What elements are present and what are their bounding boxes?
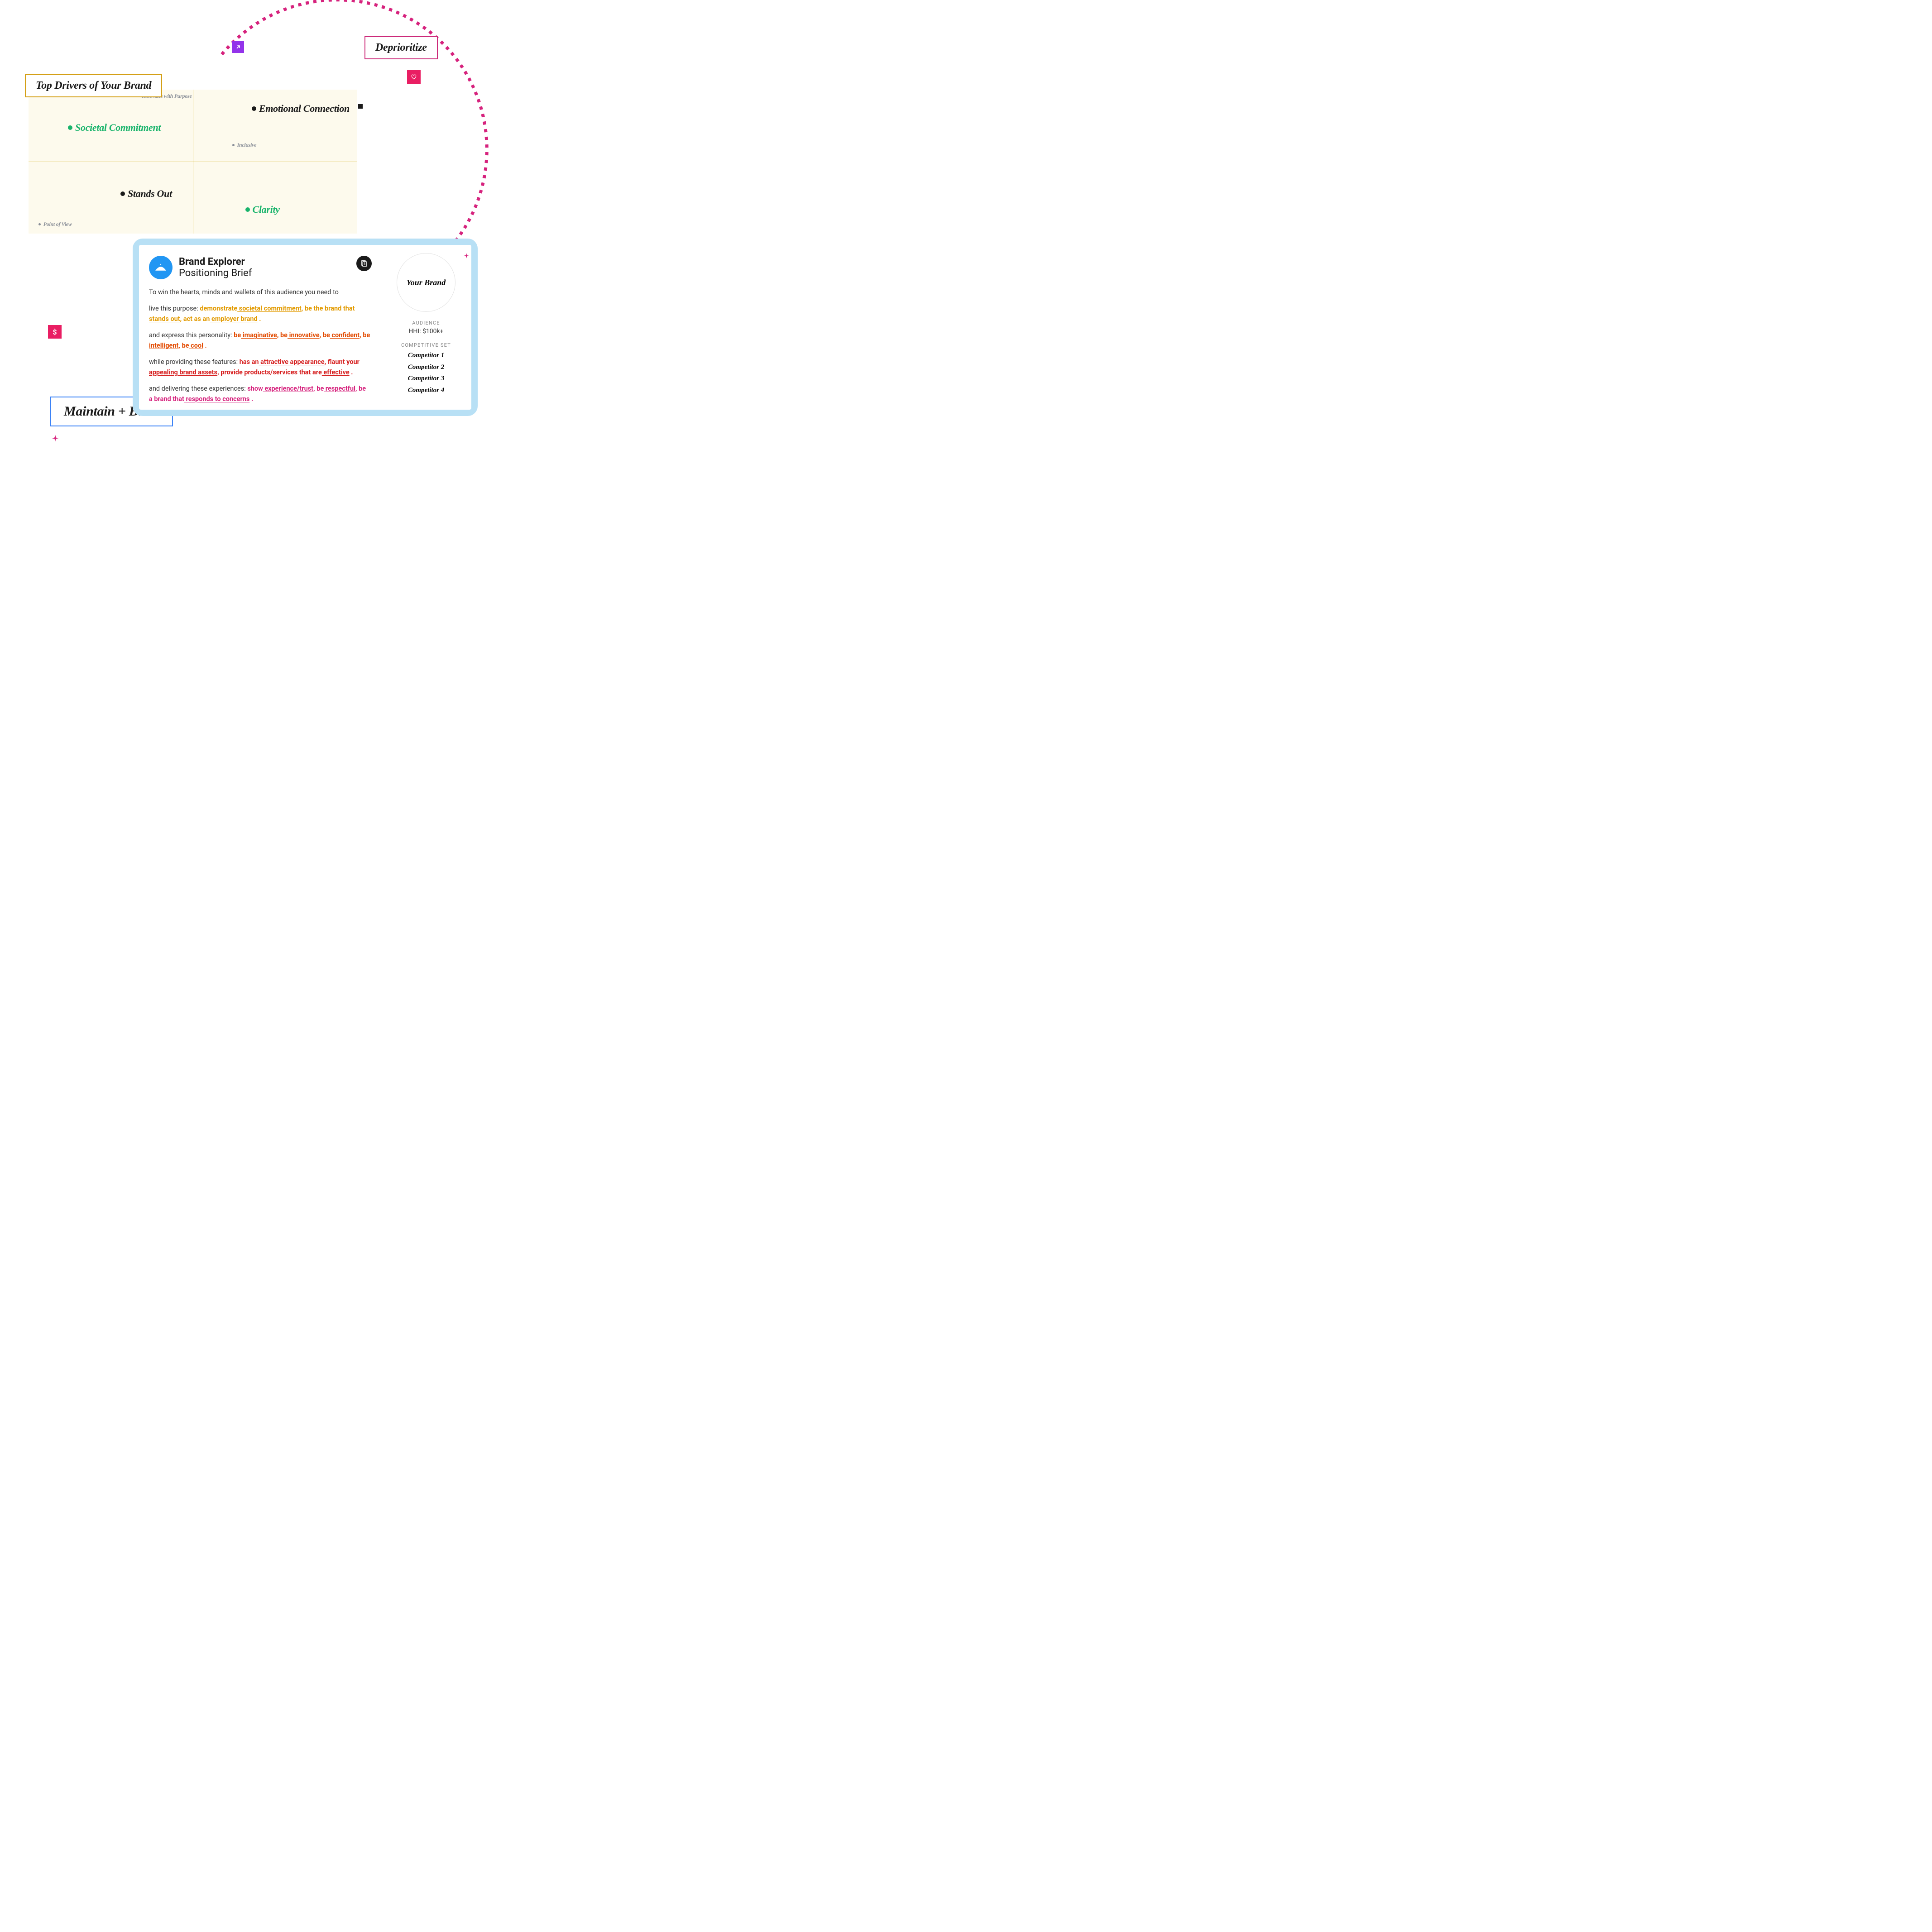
competitor-item: Competitor 3 xyxy=(387,373,465,385)
marker-square xyxy=(358,104,363,109)
dollar-icon: $ xyxy=(48,325,62,339)
brief-title: Brand Explorer Positioning Brief xyxy=(179,256,252,279)
point-dot xyxy=(245,207,250,212)
quadrant-point: Societal Commitment xyxy=(68,122,161,134)
audience-value: HHI: $100k+ xyxy=(387,328,465,335)
highlight-phrase: demonstrate societal commitment xyxy=(200,305,301,312)
brief-experiences: and delivering these experiences: show e… xyxy=(149,384,371,404)
brief-purpose: live this purpose: demonstrate societal … xyxy=(149,304,371,324)
brief-title-line2: Positioning Brief xyxy=(179,268,252,279)
highlight-phrase: show experience/trust xyxy=(247,385,313,392)
point-label: Clarity xyxy=(253,204,280,215)
brand-explorer-logo-icon xyxy=(149,256,173,279)
competitive-set-label: COMPETITIVE SET xyxy=(387,342,465,348)
quadrant-point: Emotional Connection xyxy=(252,103,350,115)
your-brand-label: Your Brand xyxy=(407,278,446,287)
point-label: Inclusive xyxy=(237,142,257,148)
point-label: Emotional Connection xyxy=(259,103,350,115)
point-label: Societal Commitment xyxy=(75,122,161,134)
tag-top-drivers: Top Drivers of Your Brand xyxy=(25,74,162,97)
plus-sparkle-icon xyxy=(51,434,59,442)
highlight-phrase: be respectful xyxy=(316,385,355,392)
tag-deprioritize: Deprioritize xyxy=(364,36,438,59)
competitor-item: Competitor 4 xyxy=(387,385,465,397)
tag-label: Top Drivers of Your Brand xyxy=(36,80,151,91)
highlight-phrase: provide products/services that are effec… xyxy=(221,368,353,376)
point-label: Stands Out xyxy=(128,188,172,200)
quadrant-point: Stands Out xyxy=(120,188,172,200)
competitor-item: Competitor 1 xyxy=(387,350,465,362)
brief-intro: To win the hearts, minds and wallets of … xyxy=(149,287,371,297)
brief-inner: Brand Explorer Positioning Brief To win … xyxy=(139,245,471,410)
point-dot xyxy=(252,106,256,111)
point-dot xyxy=(120,191,125,196)
arrow-up-right-icon xyxy=(232,41,244,53)
sparkle-icon xyxy=(463,252,470,258)
brief-personality: and express this personality: be imagina… xyxy=(149,330,371,351)
brief-header: Brand Explorer Positioning Brief xyxy=(149,256,371,279)
quadrant-point: Clarity xyxy=(245,204,280,215)
highlight-phrase: be confident xyxy=(323,331,360,339)
quadrant-chart: Societal Commitment Emotional Connection S… xyxy=(29,90,357,234)
highlight-phrase: be cool . xyxy=(182,342,207,349)
audience-label: AUDIENCE xyxy=(387,320,465,326)
heart-icon xyxy=(407,70,421,84)
highlight-phrase: has an attractive appearance xyxy=(240,358,325,366)
highlight-phrase: be innovative xyxy=(280,331,320,339)
competitor-list: Competitor 1Competitor 2Competitor 3Comp… xyxy=(387,350,465,396)
point-label: Point of View xyxy=(43,221,72,228)
highlight-phrase: act as an employer brand . xyxy=(183,315,261,323)
brief-main: Brand Explorer Positioning Brief To win … xyxy=(139,245,381,410)
point-dot xyxy=(68,125,72,130)
brief-features: while providing these features: has an a… xyxy=(149,357,371,378)
competitor-item: Competitor 2 xyxy=(387,362,465,373)
tag-label: Deprioritize xyxy=(375,42,427,53)
brief-title-line1: Brand Explorer xyxy=(179,256,252,268)
positioning-brief-card: Brand Explorer Positioning Brief To win … xyxy=(133,239,478,416)
point-dot xyxy=(38,223,41,225)
brief-body: To win the hearts, minds and wallets of … xyxy=(149,287,371,404)
your-brand-circle: Your Brand xyxy=(397,253,455,312)
brief-sidebar: Your Brand AUDIENCE HHI: $100k+ COMPETIT… xyxy=(381,245,471,410)
highlight-phrase: be imaginative xyxy=(234,331,277,339)
point-dot xyxy=(232,144,235,146)
document-icon[interactable] xyxy=(356,256,372,271)
quadrant-point: Inclusive xyxy=(232,142,257,148)
quadrant-point: Point of View xyxy=(38,221,72,228)
